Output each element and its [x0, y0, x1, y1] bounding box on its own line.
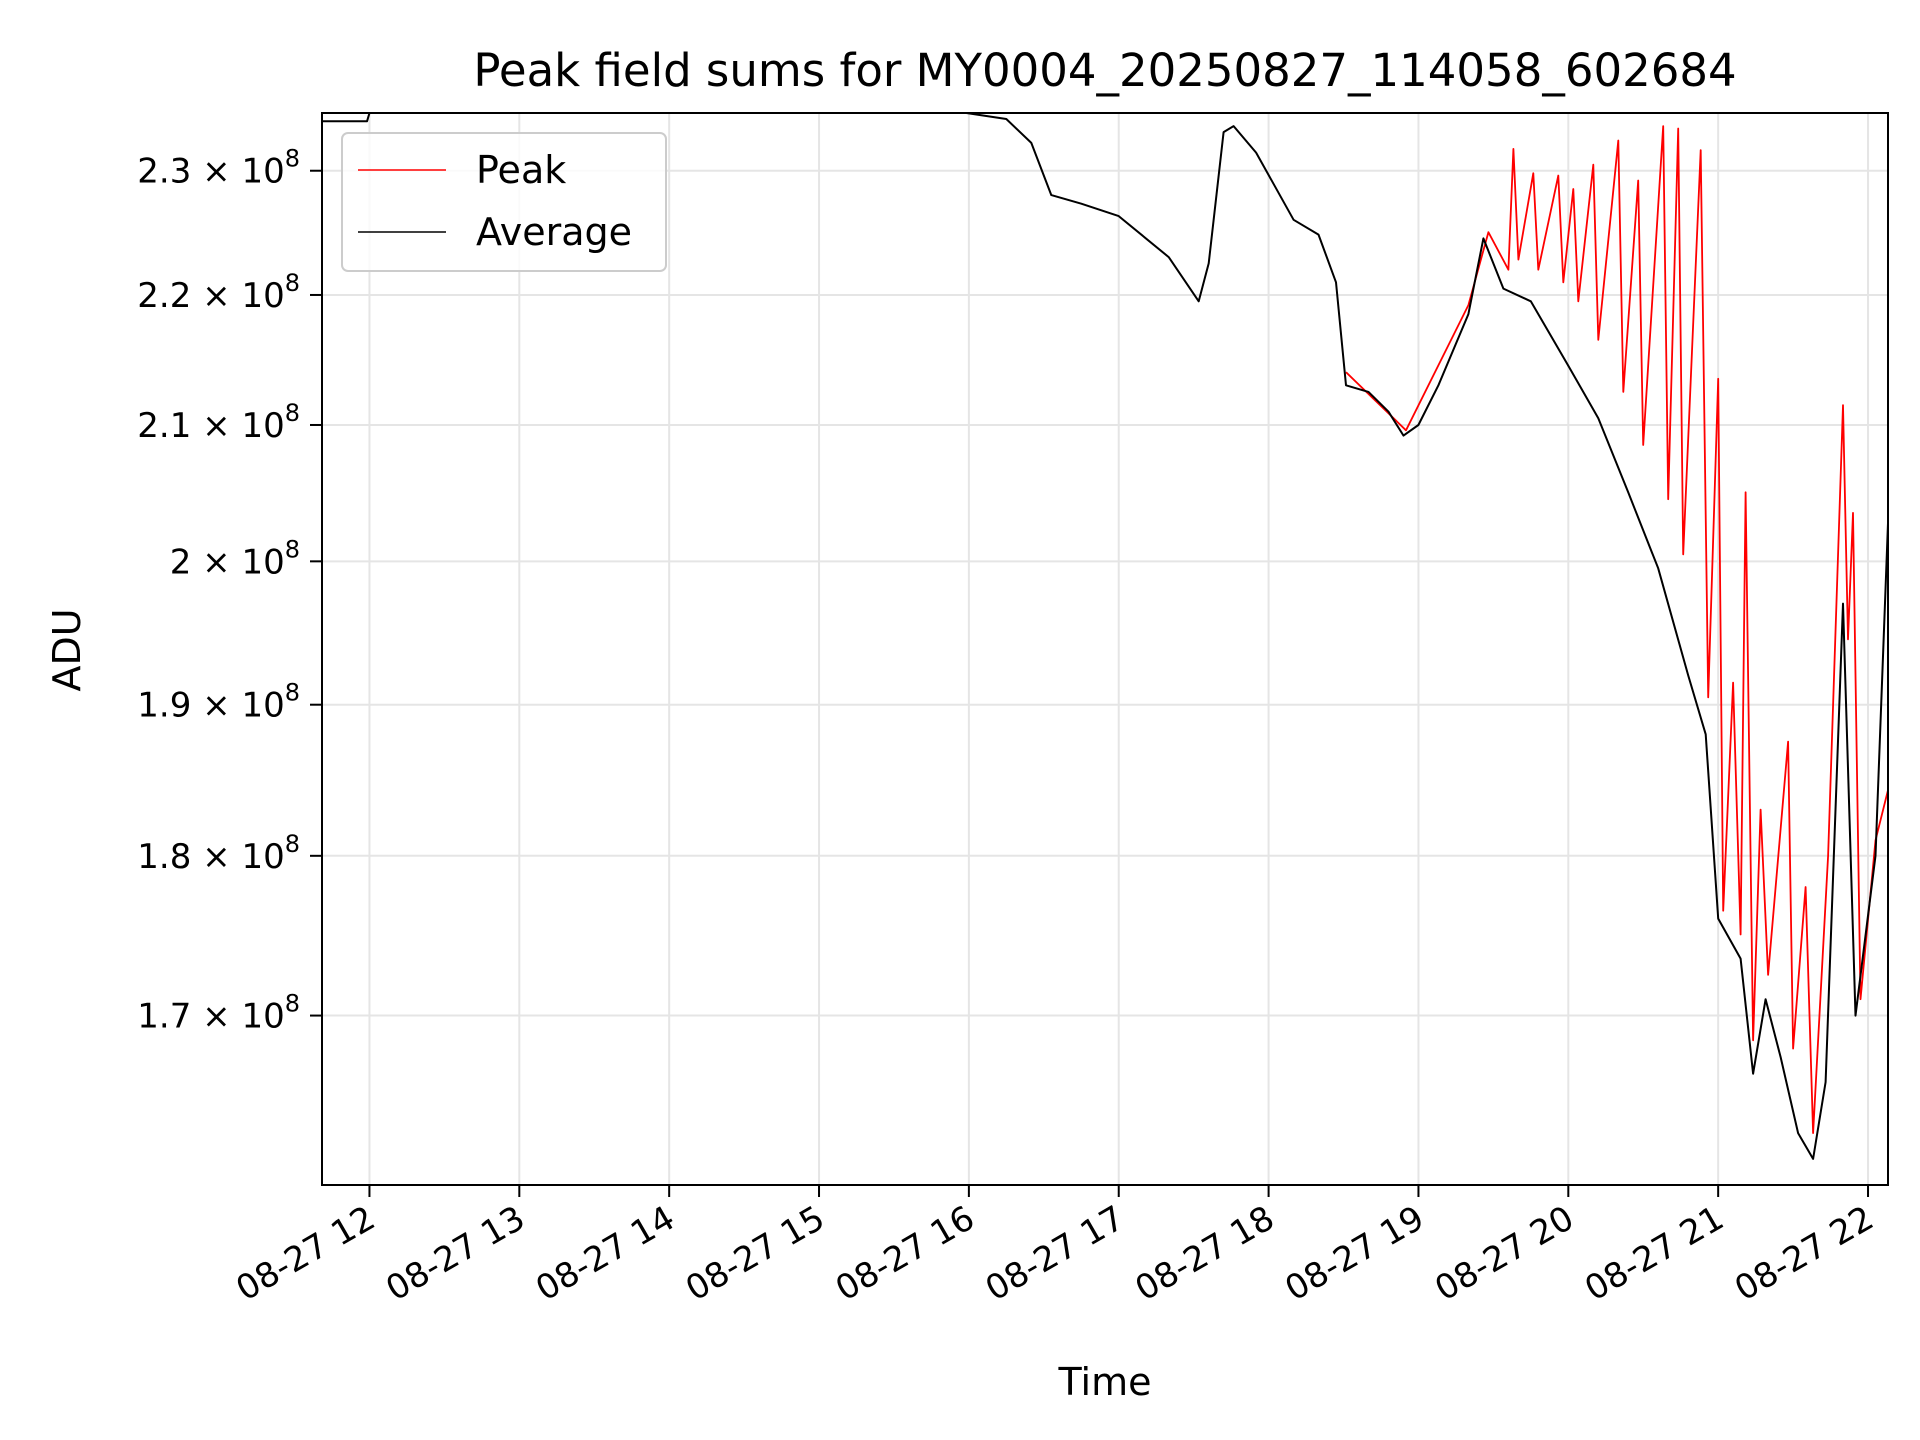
y-tick-base: × 10	[202, 837, 285, 877]
y-tick-base: × 10	[202, 276, 285, 316]
y-tick-base: × 10	[202, 542, 285, 582]
y-tick-mantissa: 2.1	[137, 406, 202, 446]
chart-title: Peak field sums for MY0004_20250827_1140…	[473, 44, 1736, 97]
y-tick-base: × 10	[202, 686, 285, 726]
y-tick-label: 1.8 × 108	[137, 830, 300, 877]
series-layer	[322, 113, 1888, 1160]
y-tick-exponent: 8	[285, 145, 300, 173]
y-tick-mantissa: 2.2	[137, 276, 202, 316]
legend: Peak Average	[341, 132, 667, 272]
y-tick-base: × 10	[202, 152, 285, 192]
legend-label-average: Average	[476, 210, 632, 254]
y-tick-mantissa: 2.3	[137, 152, 202, 192]
grid	[322, 113, 1888, 1185]
y-tick-exponent: 8	[285, 830, 300, 858]
y-tick-label: 2.2 × 108	[137, 269, 300, 316]
y-tick-mantissa: 1.8	[137, 837, 202, 877]
y-tick-exponent: 8	[285, 399, 300, 427]
y-tick-mantissa: 1.9	[137, 686, 202, 726]
legend-label-peak: Peak	[476, 148, 566, 192]
y-tick-mantissa: 2	[170, 542, 202, 582]
x-axis-label: Time	[1058, 1360, 1152, 1404]
legend-box	[341, 132, 667, 272]
plot-frame	[321, 112, 1889, 1186]
y-tick-base: × 10	[202, 406, 285, 446]
y-tick-label: 1.7 × 108	[137, 990, 300, 1037]
y-tick-label: 1.9 × 108	[137, 679, 300, 726]
y-tick-exponent: 8	[285, 679, 300, 707]
y-tick-exponent: 8	[285, 269, 300, 297]
series-line-peak	[1345, 125, 1888, 1134]
y-tick-label: 2 × 108	[170, 535, 300, 582]
y-tick-mantissa: 1.7	[137, 997, 202, 1037]
y-tick-label: 2.3 × 108	[137, 145, 300, 192]
y-tick-label: 2.1 × 108	[137, 399, 300, 446]
y-tick-exponent: 8	[285, 990, 300, 1018]
y-tick-base: × 10	[202, 997, 285, 1037]
y-axis-label: ADU	[45, 608, 89, 691]
series-line-average	[322, 113, 1888, 1160]
y-tick-exponent: 8	[285, 535, 300, 563]
